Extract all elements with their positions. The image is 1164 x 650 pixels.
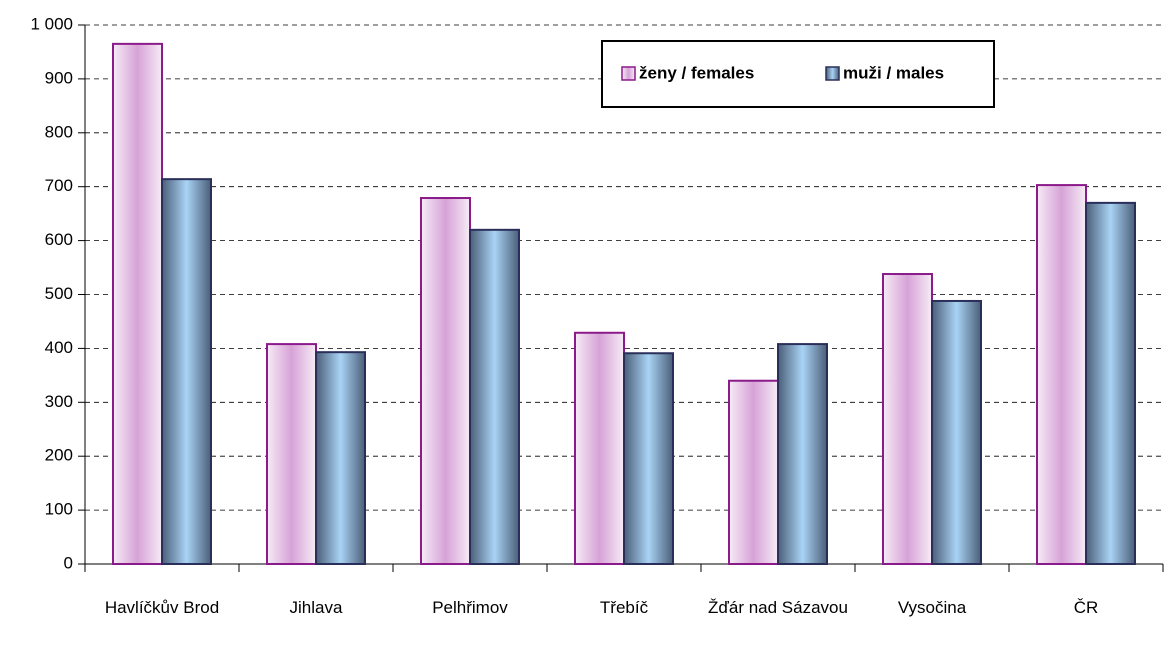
y-tick-label: 1 000 <box>30 14 73 33</box>
x-tick-label: Třebíč <box>599 598 649 617</box>
y-tick-label: 0 <box>64 553 73 572</box>
bar <box>728 379 779 565</box>
y-tick-label: 600 <box>45 230 73 249</box>
y-tick-label: 200 <box>45 446 73 465</box>
bar <box>777 343 828 566</box>
bar <box>1036 184 1087 565</box>
bar <box>266 343 317 566</box>
legend-swatch <box>825 66 840 81</box>
bar <box>315 351 366 565</box>
bar <box>1085 201 1136 565</box>
y-tick-label: 500 <box>45 284 73 303</box>
x-tick-label: Vysočina <box>897 598 967 617</box>
y-tick-label: 400 <box>45 338 73 357</box>
y-tick-label: 800 <box>45 122 73 141</box>
legend-swatch <box>621 66 636 81</box>
bar <box>574 331 625 566</box>
bar <box>161 178 212 566</box>
y-tick-label: 300 <box>45 392 73 411</box>
y-tick-label: 900 <box>45 68 73 87</box>
x-tick-label: Žďár nad Sázavou <box>708 598 848 617</box>
bar <box>882 273 933 565</box>
bar <box>623 352 674 565</box>
x-tick-label: Pelhřimov <box>432 598 508 617</box>
y-tick-label: 700 <box>45 176 73 195</box>
x-tick-label: ČR <box>1073 598 1099 617</box>
y-tick-label: 100 <box>45 500 73 519</box>
legend-box <box>601 40 995 108</box>
bar <box>469 228 520 565</box>
bar <box>931 299 982 565</box>
x-tick-label: Havlíčkův Brod <box>104 598 220 617</box>
bar <box>112 42 163 566</box>
bar <box>420 197 471 565</box>
legend-label: muži / males <box>843 63 944 82</box>
legend-label: ženy / females <box>639 63 754 82</box>
x-tick-label: Jihlava <box>289 598 343 617</box>
